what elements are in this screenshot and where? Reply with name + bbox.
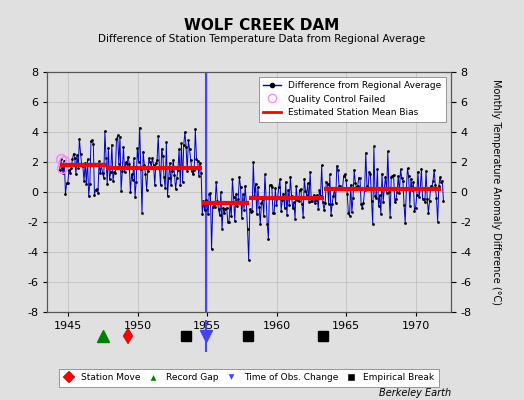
Legend: Station Move, Record Gap, Time of Obs. Change, Empirical Break: Station Move, Record Gap, Time of Obs. C…	[59, 369, 439, 387]
Text: Difference of Station Temperature Data from Regional Average: Difference of Station Temperature Data f…	[99, 34, 425, 44]
Legend: Difference from Regional Average, Quality Control Failed, Estimated Station Mean: Difference from Regional Average, Qualit…	[258, 76, 446, 122]
Text: Berkeley Earth: Berkeley Earth	[378, 388, 451, 398]
Y-axis label: Monthly Temperature Anomaly Difference (°C): Monthly Temperature Anomaly Difference (…	[491, 79, 501, 305]
Text: WOLF CREEK DAM: WOLF CREEK DAM	[184, 18, 340, 33]
